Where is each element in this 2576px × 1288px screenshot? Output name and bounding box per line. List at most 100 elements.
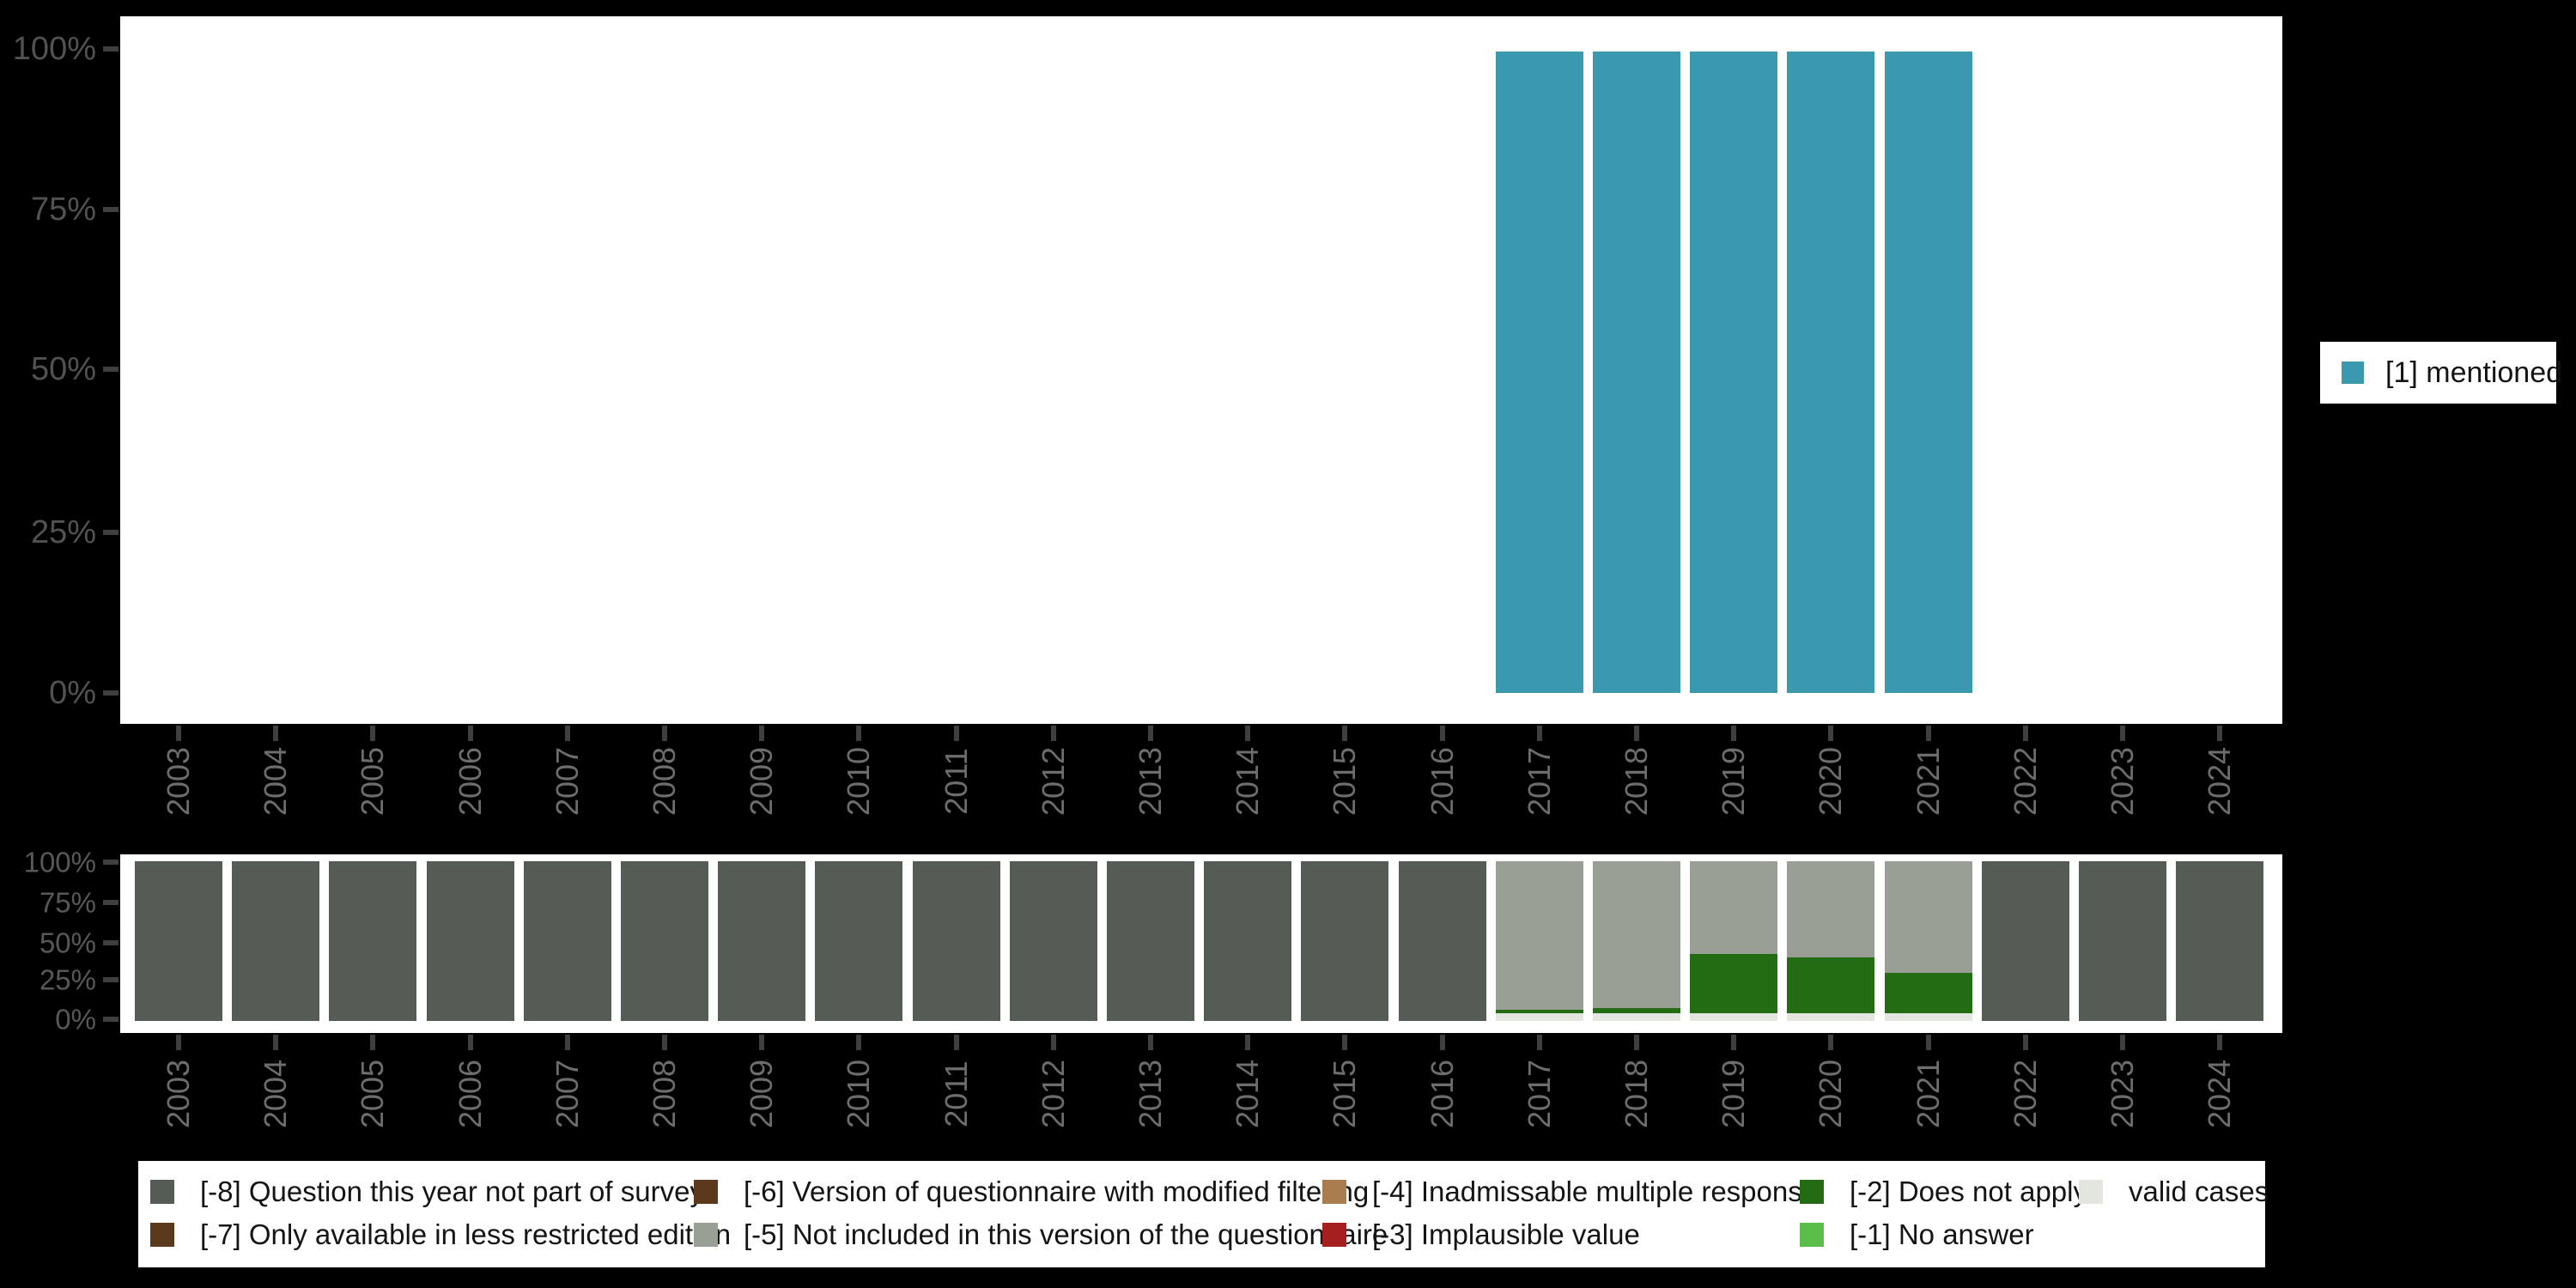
mentioned-legend-box: [1] mentioned bbox=[2320, 342, 2562, 404]
x-axis-tick-mark bbox=[370, 726, 376, 741]
x-axis-tick-mark bbox=[176, 726, 181, 741]
missing-values-legend-box: [-8] Question this year not part of surv… bbox=[138, 1161, 2269, 1267]
legend-swatch bbox=[694, 1223, 718, 1247]
x-axis-year-label: 2003 bbox=[161, 1059, 196, 1129]
x-axis-year-label: 2023 bbox=[2105, 1059, 2140, 1129]
x-axis-year-label: 2005 bbox=[355, 746, 391, 817]
x-axis-tick-mark bbox=[176, 1035, 181, 1050]
x-axis-tick-mark bbox=[856, 726, 862, 741]
y-axis-tick-mark bbox=[103, 530, 118, 535]
x-axis-tick-mark bbox=[1050, 726, 1056, 741]
y-axis-tick-mark bbox=[103, 46, 118, 52]
missing-bar-segment bbox=[1787, 1012, 1875, 1021]
missing-bar-segment bbox=[523, 861, 611, 1021]
missing-bar-segment bbox=[1690, 1012, 1778, 1021]
x-axis-year-label: 2014 bbox=[1230, 746, 1266, 817]
missing-bar-segment bbox=[1107, 861, 1194, 1021]
x-axis-tick-mark bbox=[273, 726, 279, 741]
x-axis-tick-mark bbox=[564, 1035, 570, 1050]
missing-bar-segment bbox=[1787, 861, 1875, 957]
x-axis-year-label: 2007 bbox=[549, 1059, 585, 1129]
x-axis-year-label: 2024 bbox=[2202, 746, 2238, 817]
x-axis-year-label: 2021 bbox=[1910, 1059, 1946, 1129]
legend-item-label: [-4] Inadmissable multiple response bbox=[1372, 1176, 1819, 1207]
x-axis-tick-mark bbox=[1050, 1035, 1056, 1050]
x-axis-tick-mark bbox=[1634, 1035, 1639, 1050]
y-axis-tick-mark bbox=[103, 940, 118, 945]
y-axis-tick-label: 25% bbox=[39, 963, 96, 996]
x-axis-year-label: 2023 bbox=[2105, 746, 2140, 817]
mentioned-bar bbox=[1690, 52, 1778, 693]
x-axis-tick-mark bbox=[953, 1035, 959, 1050]
x-axis-year-label: 2004 bbox=[258, 1059, 294, 1129]
missing-bar-segment bbox=[135, 861, 222, 1021]
legend-swatch bbox=[1322, 1223, 1346, 1247]
x-axis-tick-mark bbox=[370, 1035, 376, 1050]
mentioned-bar bbox=[1495, 52, 1583, 693]
x-axis-tick-mark bbox=[1634, 726, 1639, 741]
x-axis-year-label: 2021 bbox=[1910, 746, 1946, 817]
x-axis-year-label: 2018 bbox=[1619, 746, 1654, 817]
missing-values-chart-plot-area bbox=[120, 854, 2282, 1033]
x-axis-year-label: 2016 bbox=[1424, 1059, 1460, 1129]
y-axis-tick-mark bbox=[103, 977, 118, 982]
missing-bar-segment bbox=[1884, 973, 1972, 1013]
x-axis-year-label: 2024 bbox=[2202, 1059, 2238, 1129]
legend-swatch bbox=[150, 1180, 174, 1204]
y-axis-tick-label: 75% bbox=[30, 191, 96, 228]
x-axis-year-label: 2008 bbox=[647, 1059, 682, 1129]
y-axis-tick-mark bbox=[103, 367, 118, 372]
missing-bar-segment bbox=[2079, 861, 2166, 1021]
x-axis-tick-mark bbox=[1731, 726, 1737, 741]
x-axis-year-label: 2010 bbox=[841, 1059, 877, 1129]
x-axis-tick-mark bbox=[1245, 1035, 1251, 1050]
x-axis-tick-mark bbox=[564, 726, 570, 741]
missing-bar-segment bbox=[621, 861, 708, 1021]
x-axis-year-label: 2004 bbox=[258, 746, 294, 817]
missing-bar-segment bbox=[1690, 953, 1778, 1013]
legend-item-label: [-6] Version of questionnaire with modif… bbox=[744, 1176, 1370, 1207]
missing-bar-segment bbox=[1593, 1008, 1680, 1013]
x-axis-year-label: 2014 bbox=[1230, 1059, 1266, 1129]
missing-bar-segment bbox=[1884, 1012, 1972, 1021]
x-axis-tick-mark bbox=[759, 1035, 765, 1050]
missing-bar-segment bbox=[1593, 861, 1680, 1009]
y-axis-tick-label: 0% bbox=[49, 675, 96, 711]
x-axis-year-label: 2012 bbox=[1035, 746, 1071, 817]
y-axis-tick-mark bbox=[103, 900, 118, 905]
missing-bar-segment bbox=[1495, 1012, 1583, 1021]
x-axis-tick-mark bbox=[1536, 726, 1542, 741]
missing-bar-segment bbox=[1204, 861, 1292, 1021]
x-axis-year-label: 2016 bbox=[1424, 746, 1460, 817]
legend-item-label: [-2] Does not apply bbox=[1850, 1176, 2087, 1207]
x-axis-year-label: 2003 bbox=[161, 746, 196, 817]
x-axis-tick-mark bbox=[2022, 1035, 2028, 1050]
x-axis-tick-mark bbox=[467, 1035, 473, 1050]
x-axis-tick-mark bbox=[1148, 726, 1153, 741]
legend-swatch bbox=[1800, 1223, 1824, 1247]
x-axis-year-label: 2022 bbox=[2007, 746, 2043, 817]
x-axis-tick-mark bbox=[1925, 1035, 1931, 1050]
x-axis-tick-mark bbox=[2022, 726, 2028, 741]
x-axis-tick-mark bbox=[1536, 1035, 1542, 1050]
y-axis-tick-label: 50% bbox=[30, 351, 96, 387]
missing-bar-segment bbox=[912, 861, 1000, 1021]
mentioned-bar bbox=[1593, 52, 1680, 693]
x-axis-tick-mark bbox=[759, 726, 765, 741]
x-axis-tick-mark bbox=[1439, 1035, 1445, 1050]
x-axis-year-label: 2015 bbox=[1327, 1059, 1363, 1129]
x-axis-tick-mark bbox=[1148, 1035, 1153, 1050]
legend-swatch bbox=[1322, 1180, 1346, 1204]
x-axis-tick-mark bbox=[1342, 726, 1348, 741]
x-axis-year-label: 2013 bbox=[1133, 1059, 1168, 1129]
legend-swatch bbox=[2079, 1180, 2103, 1204]
missing-bar-segment bbox=[232, 861, 320, 1021]
legend-swatch bbox=[150, 1223, 174, 1247]
x-axis-year-label: 2019 bbox=[1716, 746, 1752, 817]
x-axis-tick-mark bbox=[856, 1035, 862, 1050]
mentioned-bar bbox=[1787, 52, 1875, 693]
y-axis-tick-mark bbox=[103, 207, 118, 212]
y-axis-tick-label: 100% bbox=[12, 31, 96, 67]
mentioned-legend-label: [1] mentioned bbox=[2385, 356, 2563, 389]
missing-bar-segment bbox=[1787, 957, 1875, 1013]
